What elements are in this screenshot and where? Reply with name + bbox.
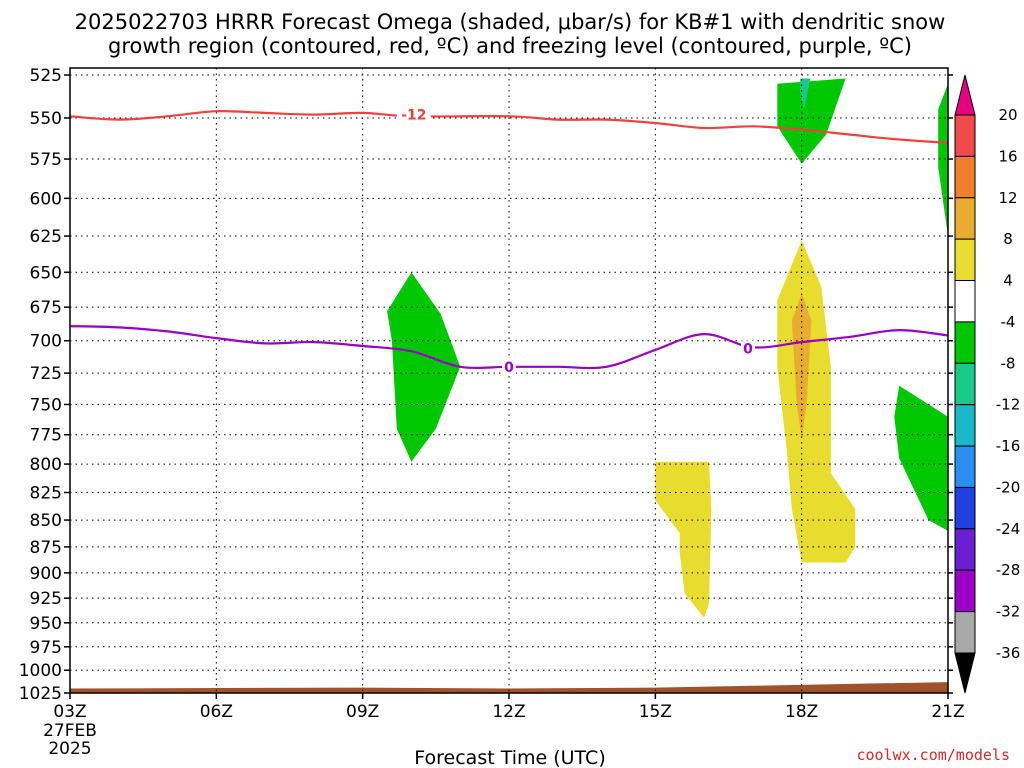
x-tick-label-09Z: 09Z: [346, 702, 379, 722]
shaded-region--4-3: [938, 83, 948, 236]
y-tick-label-675: 675: [30, 298, 62, 318]
x-tick-label-12Z: 12Z: [492, 702, 525, 722]
x-tick-label-06Z: 06Z: [200, 702, 233, 722]
colorbar-tick-label-0: 20: [998, 106, 1017, 124]
x-axis-title: Forecast Time (UTC): [414, 747, 605, 768]
colorbar-segment-2: [954, 155, 976, 199]
colorbar-segment-14: [954, 652, 976, 694]
y-tick-label-900: 900: [30, 564, 62, 584]
y-tick-label-625: 625: [30, 227, 62, 247]
x-tick-year-label: 2025: [48, 739, 91, 759]
colorbar-tick-label-12: -32: [996, 603, 1021, 621]
shaded-region--4-2: [894, 385, 948, 531]
contour-label-2: 0: [743, 342, 753, 358]
colorbar-tick-label-6: -8: [1001, 354, 1016, 372]
colorbar-tick-label-13: -36: [996, 644, 1021, 662]
y-tick-label-975: 975: [30, 638, 62, 658]
credit-text: coolwx.com/models: [856, 746, 1010, 764]
y-tick-label-600: 600: [30, 189, 62, 209]
contour-label-1: 0: [504, 360, 514, 376]
y-tick-label-575: 575: [30, 150, 62, 170]
y-tick-label-850: 850: [30, 511, 62, 531]
y-tick-label-875: 875: [30, 538, 62, 558]
x-tick-label-18Z: 18Z: [785, 702, 818, 722]
y-tick-label-525: 525: [30, 66, 62, 86]
y-tick-label-1000: 1000: [19, 661, 62, 681]
colorbar: 20 16 12 8 4 -4 -8 -12 -16 -20 -24 -28 -32 -36: [954, 74, 1021, 694]
shaded-region-terrain-0: [70, 682, 948, 693]
chart-title-line1: 2025022703 HRRR Forecast Omega (shaded, …: [75, 10, 946, 34]
x-tick-label-15Z: 15Z: [639, 702, 672, 722]
y-tick-label-725: 725: [30, 364, 62, 384]
colorbar-tick-label-3: 8: [1003, 230, 1013, 248]
x-tick-label-03Z: 03Z: [53, 702, 86, 722]
chart-title-line2: growth region (contoured, red, ºC) and f…: [108, 34, 912, 58]
y-tick-label-950: 950: [30, 614, 62, 634]
contour-label-bg-1: [502, 358, 516, 375]
colorbar-segment-12: [954, 569, 976, 613]
shaded-region--8-0: [800, 78, 811, 110]
contour-label-0: -12: [401, 108, 426, 124]
colorbar-tick-label-9: -20: [996, 478, 1021, 496]
x-tick-label-21Z: 21Z: [931, 702, 964, 722]
colorbar-segment-1: [954, 114, 976, 157]
y-tick-label-650: 650: [30, 263, 62, 283]
y-tick-label-750: 750: [30, 395, 62, 415]
colorbar-segment-7: [954, 362, 976, 406]
y-tick-label-700: 700: [30, 332, 62, 352]
shaded-region-4-1: [777, 240, 856, 563]
contour-labels: -12 0 0: [396, 106, 756, 376]
colorbar-tick-label-7: -12: [996, 396, 1021, 414]
contour-line--12: [70, 110, 948, 144]
colorbar-segment-5: [954, 280, 976, 323]
colorbar-tick-label-5: -4: [1001, 313, 1016, 331]
colorbar-tick-label-10: -24: [996, 520, 1021, 538]
colorbar-segment-6: [954, 321, 976, 364]
colorbar-segment-11: [954, 528, 976, 571]
x-tick-date-label: 27FEB: [43, 721, 97, 741]
colorbar-tick-label-2: 12: [998, 189, 1017, 207]
shaded-region--4-1: [777, 78, 846, 164]
colorbar-segment-13: [954, 611, 976, 654]
y-tick-label-1025: 1025: [19, 684, 62, 704]
y-tick-label-825: 825: [30, 483, 62, 503]
colorbar-segment-9: [954, 445, 976, 488]
shaded-region--4-0: [387, 272, 461, 462]
colorbar-tick-label-8: -16: [996, 437, 1021, 455]
colorbar-segment-0: [954, 74, 976, 116]
axes: 525 550 575 600 625 650 675 700 725 750 775 800 825 8…: [19, 66, 965, 759]
contour-label-bg-0: [396, 106, 431, 123]
shaded-region-4-0: [655, 461, 712, 618]
colorbar-tick-label-4: 4: [1003, 272, 1013, 290]
colorbar-segment-10: [954, 486, 976, 530]
colorbar-segment-4: [954, 238, 976, 282]
y-tick-label-925: 925: [30, 589, 62, 609]
y-tick-label-800: 800: [30, 455, 62, 475]
y-tick-label-550: 550: [30, 109, 62, 129]
shaded-fields: [70, 78, 948, 693]
colorbar-segment-3: [954, 197, 976, 240]
colorbar-tick-label-1: 16: [998, 147, 1017, 165]
y-tick-label-775: 775: [30, 426, 62, 446]
colorbar-segment-8: [954, 404, 976, 447]
contour-label-bg-2: [741, 340, 756, 357]
colorbar-tick-label-11: -28: [996, 561, 1021, 579]
